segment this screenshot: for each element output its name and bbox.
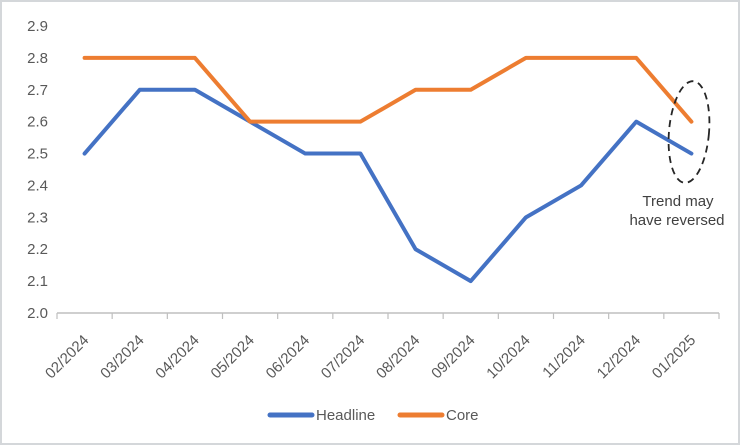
x-axis-label: 02/2024 <box>42 332 92 382</box>
x-axis-ticks <box>56 313 720 319</box>
x-axis-label: 01/2025 <box>649 332 699 382</box>
legend-headline-label: Headline <box>316 407 375 424</box>
y-axis-label: 2.7 <box>27 82 48 99</box>
legend: Headline Core <box>267 407 479 424</box>
x-axis-label: 11/2024 <box>539 332 589 382</box>
series-line-core <box>82 55 694 124</box>
y-axis-label: 2.2 <box>27 241 48 258</box>
x-axis-labels: 02/2024 03/2024 04/2024 05/2024 06/2024 07/20… <box>42 332 699 382</box>
y-axis-label: 2.5 <box>27 146 48 163</box>
annotation-line-1: Trend may <box>642 193 714 210</box>
y-axis-label: 2.8 <box>27 50 48 67</box>
x-axis-label: 03/2024 <box>97 332 147 382</box>
y-axis-label: 2.0 <box>27 305 48 322</box>
x-axis-label: 10/2024 <box>483 332 533 382</box>
x-axis-label: 07/2024 <box>318 332 368 382</box>
x-axis-label: 09/2024 <box>428 332 478 382</box>
x-axis-label: 05/2024 <box>208 332 258 382</box>
x-axis-label: 04/2024 <box>152 332 202 382</box>
series-line-headline <box>82 87 694 284</box>
y-axis-label: 2.4 <box>27 177 48 194</box>
highlight-ellipse <box>667 80 711 184</box>
x-axis-label: 06/2024 <box>263 332 313 382</box>
y-axis-label: 2.9 <box>27 18 48 35</box>
annotation-line-2: have reversed <box>629 212 724 229</box>
y-axis-label: 2.1 <box>27 273 48 290</box>
y-axis-label: 2.3 <box>27 209 48 226</box>
y-axis-label: 2.6 <box>27 114 48 131</box>
legend-core-label: Core <box>446 407 479 424</box>
x-axis-label: 08/2024 <box>373 332 423 382</box>
y-axis-labels: 2.0 2.1 2.2 2.3 2.4 2.5 2.6 2.7 2.8 2.9 <box>27 18 48 322</box>
x-axis-label: 12/2024 <box>594 332 644 382</box>
series-lines <box>82 55 694 284</box>
